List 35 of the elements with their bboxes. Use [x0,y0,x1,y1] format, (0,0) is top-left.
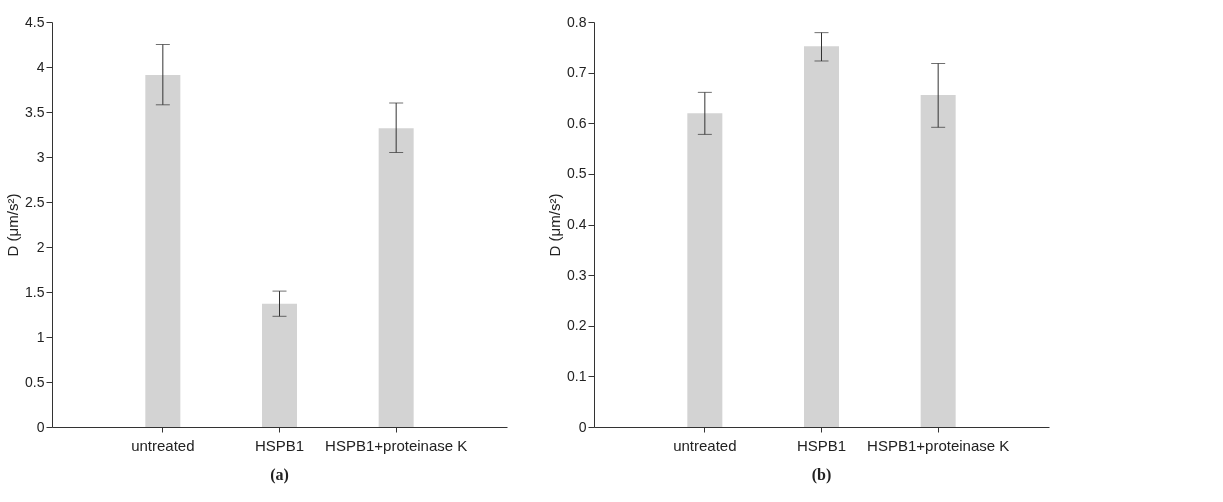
x-tick-label: HSPB1+proteinase K [325,436,468,454]
y-axis-title: D (μm/s²) [546,193,564,257]
y-tick-label: 0.7 [567,64,587,81]
x-tick-label: HSPB1 [796,436,847,454]
x-tick-label: HSPB1 [254,436,305,454]
y-tick-label: 0.4 [567,216,587,232]
bar [920,94,956,427]
y-tick-label: 2 [36,238,45,255]
text: (b) [811,466,832,484]
y-tick-label: 4 [36,58,45,75]
bar [378,128,414,427]
y-tick-label: 0.6 [567,114,587,131]
bar [262,303,297,427]
y-tick-label: 4.5 [25,13,45,30]
y-tick-label: 0 [578,418,587,435]
y-tick-label: 0.1 [567,367,587,384]
y-tick-label: 0.2 [567,317,587,334]
y-tick-label: 3 [36,148,45,165]
y-tick-label: 0.8 [567,13,587,30]
y-tick-label: 1.5 [25,283,45,300]
y-tick-label: 3.5 [25,103,45,120]
x-tick-label: HSPB1+proteinase K [867,436,1010,454]
y-tick-label: 0 [36,418,45,435]
text: (a) [270,466,289,484]
bar [687,113,723,427]
y-tick-label: 0.5 [25,373,45,390]
bar [145,75,181,427]
bar [804,46,839,427]
y-tick-label: 0.3 [567,266,587,283]
x-tick-label: untreated [131,436,195,454]
y-tick-label: 1 [36,328,45,345]
y-tick-label: 0.5 [567,165,587,182]
y-tick-label: 2.5 [25,193,45,210]
y-axis-title: D (μm/s²) [4,193,22,257]
x-tick-label: untreated [673,436,737,454]
